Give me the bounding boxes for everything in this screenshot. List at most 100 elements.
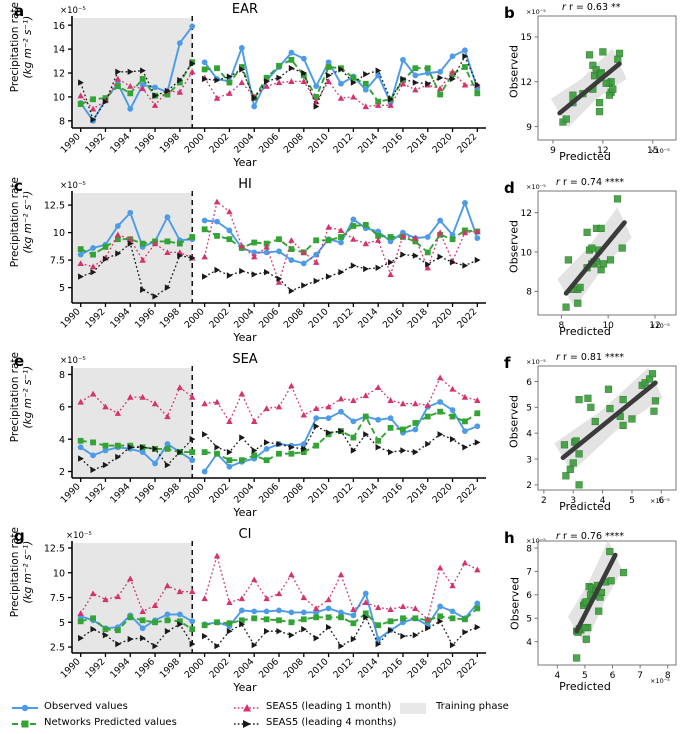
svg-text:2010: 2010	[306, 131, 330, 155]
y-exponent-b: ×10⁻⁵	[526, 8, 546, 16]
svg-text:9: 9	[526, 123, 532, 133]
svg-text:1990: 1990	[58, 131, 82, 155]
svg-text:2022: 2022	[455, 131, 479, 155]
svg-text:2014: 2014	[356, 656, 380, 680]
svg-text:2018: 2018	[406, 656, 430, 680]
scatter-panel-b: b r r = 0.63 ** ×10⁻⁵ ×10⁻⁵ Observed Pre…	[490, 0, 685, 175]
svg-text:4: 4	[554, 671, 560, 681]
svg-text:1998: 1998	[158, 481, 182, 505]
x-exponent-f: ×10⁻⁵	[650, 497, 670, 505]
panel-row-2: c Precipitation rate (kg m⁻² s⁻¹) ×10⁻⁵ …	[0, 175, 685, 350]
svg-text:1992: 1992	[83, 131, 107, 155]
x-axis-label-e: Year	[233, 506, 257, 519]
svg-text:2012: 2012	[331, 481, 355, 505]
scatter-plot-d: 8 10 12 8 10 12	[521, 190, 677, 331]
svg-text:1996: 1996	[133, 131, 157, 155]
scatter-panel-d: d r r = 0.74 **** ×10⁻⁵ ×10⁻⁵ Observed P…	[490, 175, 685, 350]
svg-text:5: 5	[59, 283, 65, 294]
svg-text:2010: 2010	[306, 306, 330, 330]
svg-text:1996: 1996	[133, 656, 157, 680]
svg-text:2008: 2008	[282, 131, 306, 155]
svg-text:10: 10	[53, 568, 65, 579]
svg-text:2016: 2016	[381, 306, 405, 330]
correlation-value-f: r = 0.81 ****	[562, 352, 625, 363]
panel-letter-c: c	[14, 177, 23, 195]
svg-text:8: 8	[59, 116, 65, 127]
svg-text:10: 10	[53, 228, 65, 239]
x-exponent-d: ×10⁻⁵	[650, 322, 670, 330]
svg-text:2010: 2010	[306, 656, 330, 680]
svg-text:1992: 1992	[83, 656, 107, 680]
panel-letter-a: a	[14, 2, 25, 20]
legend-label-networks: Networks Predicted values	[44, 717, 177, 728]
svg-text:10: 10	[521, 248, 533, 258]
panel-row-1: a Precipitation rate (kg m⁻² s⁻¹) ×10⁻⁵ …	[0, 0, 685, 175]
svg-text:2022: 2022	[455, 481, 479, 505]
svg-text:6: 6	[526, 591, 532, 601]
svg-text:2: 2	[59, 467, 65, 478]
panel-title-g: CI	[238, 527, 252, 542]
svg-text:2016: 2016	[381, 481, 405, 505]
svg-text:7: 7	[637, 671, 643, 681]
correlation-label-f: r r = 0.81 ****	[556, 352, 625, 363]
svg-text:7.5: 7.5	[50, 593, 65, 604]
svg-text:12: 12	[53, 69, 65, 80]
svg-text:6: 6	[59, 402, 65, 413]
timeseries-plot-e: 2 4 6 8 1990 1992 1994 1996 1998 2000 2002 2004 2006…	[58, 366, 486, 506]
svg-text:1994: 1994	[108, 481, 132, 505]
svg-text:6: 6	[610, 671, 616, 681]
svg-text:5: 5	[526, 615, 532, 625]
svg-text:2018: 2018	[406, 481, 430, 505]
panel-row-3: e Precipitation rate (kg m⁻² s⁻¹) ×10⁻⁵ …	[0, 350, 685, 525]
svg-text:12: 12	[649, 321, 660, 331]
svg-text:2008: 2008	[282, 306, 306, 330]
svg-text:2006: 2006	[257, 131, 281, 155]
svg-text:2018: 2018	[406, 131, 430, 155]
svg-text:2000: 2000	[182, 306, 206, 330]
panel-letter-f: f	[504, 354, 511, 372]
svg-text:4: 4	[59, 435, 65, 446]
figure-legend: Observed values Networks Predicted value…	[0, 696, 685, 734]
svg-text:2004: 2004	[232, 306, 256, 330]
scatter-plot-h: 4 5 6 7 8 4 5 6 7 8	[526, 539, 677, 681]
svg-text:1994: 1994	[108, 306, 132, 330]
svg-text:2016: 2016	[381, 656, 405, 680]
svg-text:1998: 1998	[158, 306, 182, 330]
svg-text:12: 12	[521, 209, 532, 219]
svg-text:2020: 2020	[430, 481, 454, 505]
panel-letter-h: h	[504, 529, 515, 547]
panel-letter-b: b	[504, 4, 515, 22]
svg-text:2008: 2008	[282, 481, 306, 505]
svg-text:14: 14	[53, 45, 65, 56]
svg-text:2006: 2006	[257, 306, 281, 330]
svg-text:2002: 2002	[207, 306, 231, 330]
y-exponent-d: ×10⁻⁵	[526, 183, 546, 191]
svg-text:4: 4	[600, 496, 606, 506]
panel-row-4: g Precipitation rate (kg m⁻² s⁻¹) ×10⁻⁵ …	[0, 525, 685, 700]
correlation-label-b: r r = 0.63 **	[562, 2, 621, 13]
timeseries-panel-e: e Precipitation rate (kg m⁻² s⁻¹) ×10⁻⁵ …	[0, 350, 490, 525]
svg-text:2004: 2004	[232, 131, 256, 155]
scatter-plot-b: 9 12 15 9 12 15	[521, 15, 677, 156]
x-axis-label-f: Predicted	[559, 500, 611, 513]
svg-text:1994: 1994	[108, 656, 132, 680]
svg-text:4: 4	[526, 638, 532, 648]
panel-letter-e: e	[14, 352, 25, 370]
x-exponent-h: ×10⁻⁵	[650, 677, 670, 685]
svg-text:12.5: 12.5	[44, 544, 65, 555]
svg-text:8: 8	[526, 544, 532, 554]
svg-text:8: 8	[559, 321, 565, 331]
y-exponent-h: ×10⁻⁵	[526, 537, 546, 545]
svg-text:8: 8	[665, 671, 671, 681]
svg-text:2020: 2020	[430, 131, 454, 155]
svg-text:1998: 1998	[158, 656, 182, 680]
legend-label-training-phase: Training phase	[436, 701, 509, 712]
scatter-panel-h: h r r = 0.76 **** ×10⁻⁵ ×10⁻⁵ Observed P…	[490, 525, 685, 700]
svg-text:8: 8	[526, 288, 532, 298]
svg-text:5: 5	[582, 671, 588, 681]
svg-text:2014: 2014	[356, 481, 380, 505]
x-exponent-b: ×10⁻⁵	[650, 147, 670, 155]
